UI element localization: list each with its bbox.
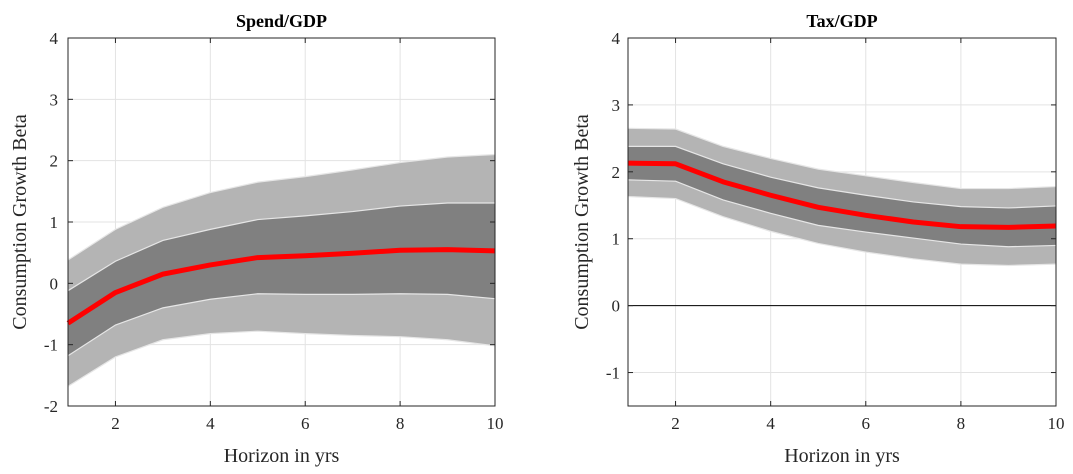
x-axis-label: Horizon in yrs	[784, 445, 900, 467]
y-tick-label: 4	[50, 29, 59, 48]
y-tick-label: 2	[50, 152, 59, 171]
y-axis-label: Consumption Growth Beta	[9, 114, 31, 330]
y-tick-label: 3	[612, 96, 621, 115]
x-tick-label: 2	[671, 414, 680, 433]
axes-box	[627, 37, 1057, 407]
beta-estimate-line	[66, 247, 496, 326]
y-tick-label: 0	[612, 297, 621, 316]
inner-band-edge	[67, 293, 496, 357]
x-tick-label: 4	[206, 414, 215, 433]
y-tick-label: 1	[612, 230, 621, 249]
chart-title: Tax/GDP	[806, 11, 877, 31]
y-tick-label: 3	[50, 90, 59, 109]
chart-title: Spend/GDP	[236, 11, 327, 31]
outer-band-edge	[67, 153, 496, 261]
x-tick-label: 8	[957, 414, 966, 433]
outer-band-edge	[67, 330, 496, 387]
inner-confidence-band	[628, 146, 1056, 247]
beta-estimate-line	[627, 160, 1057, 230]
x-tick-label: 2	[111, 414, 120, 433]
y-tick-label: 0	[50, 274, 59, 293]
x-tick-label: 10	[487, 414, 504, 433]
x-tick-label: 4	[766, 414, 775, 433]
x-tick-label: 8	[396, 414, 405, 433]
y-tick-label: 1	[50, 213, 59, 232]
x-tick-label: 6	[862, 414, 871, 433]
y-axis-label: Consumption Growth Beta	[571, 114, 593, 330]
inner-band-edge	[67, 202, 495, 292]
x-tick-label: 10	[1048, 414, 1065, 433]
chart-tax-gdp: 2 4 6 8 10 -1 0 1 2 3 4 Tax/GDP Horizon in yrs Consum…	[571, 11, 1065, 467]
x-tick-label: 6	[301, 414, 310, 433]
y-tick-label: -1	[606, 364, 620, 383]
outer-band-edge	[627, 195, 1057, 267]
outer-band-edge	[627, 127, 1057, 190]
inner-band-edge	[627, 179, 1057, 248]
y-tick-label: 4	[612, 29, 621, 48]
y-tick-label: -2	[44, 397, 58, 416]
inner-band-edge	[628, 145, 1057, 209]
inner-confidence-band	[68, 202, 495, 356]
x-axis-label: Horizon in yrs	[224, 445, 340, 467]
y-tick-label: -1	[44, 336, 58, 355]
chart-spend-gdp: 2 4 6 8 10 -2 -1 0 1 2 3 4 Spend/GDP Horizon in yrs Co…	[9, 11, 504, 467]
y-tick-label: 2	[612, 163, 621, 182]
